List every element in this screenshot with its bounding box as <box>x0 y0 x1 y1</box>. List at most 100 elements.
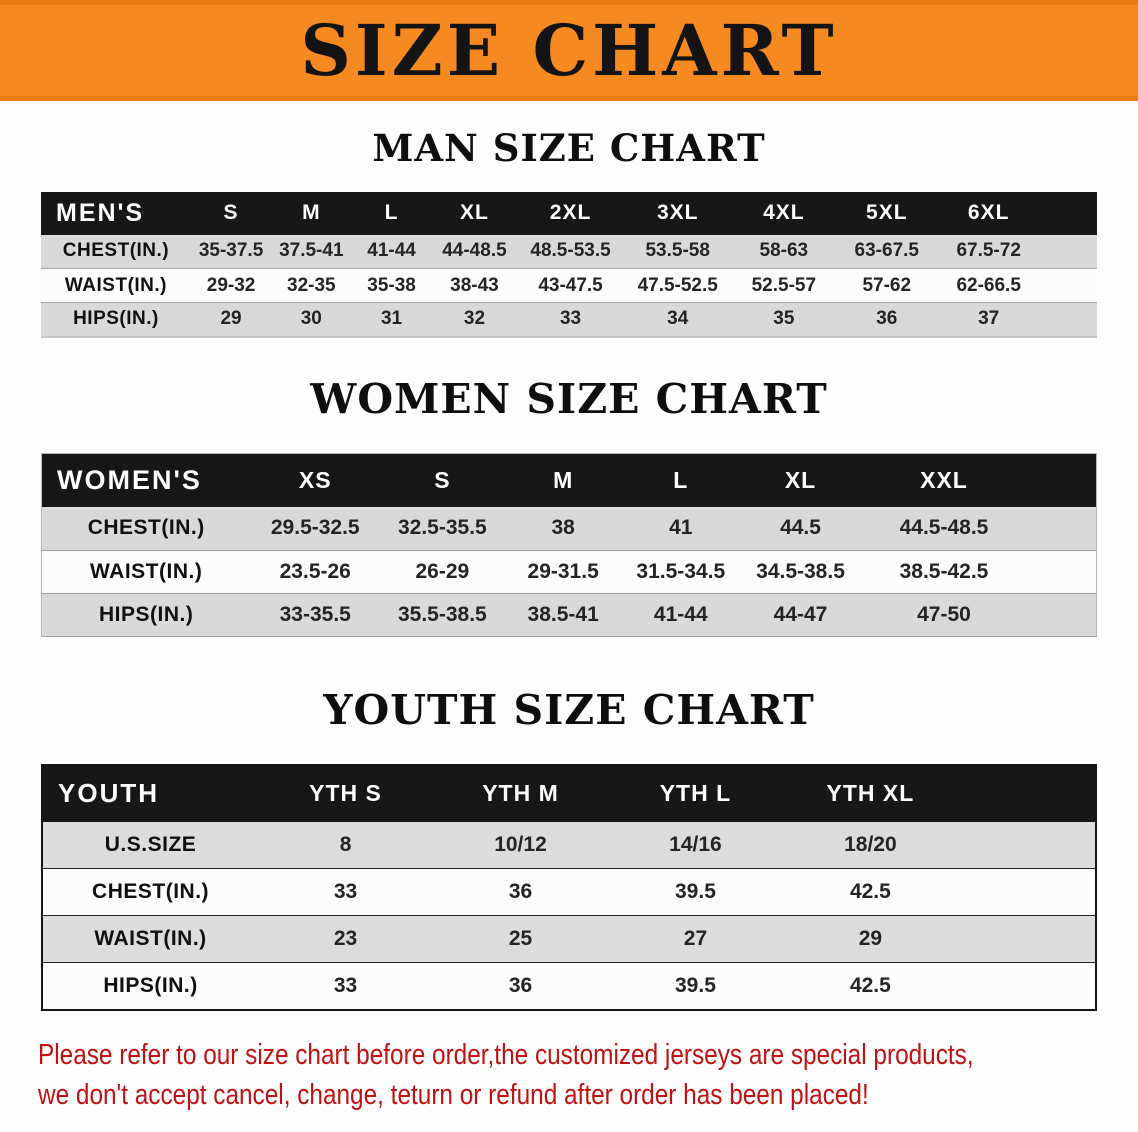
size-value-cell: 30 <box>300 308 322 330</box>
size-column-header: L <box>621 453 740 508</box>
size-column-header: L <box>351 191 432 235</box>
measurement-row-label: WAIST(IN.) <box>90 559 203 583</box>
youth-table-head: YOUTH YTH S YTH M YTH L YTH XL <box>42 764 1096 822</box>
size-column-header: XL <box>739 453 862 508</box>
size-value-cell: 33 <box>333 880 358 904</box>
disclaimer-line-1: Please refer to our size chart before or… <box>38 1038 974 1071</box>
disclaimer-line-2: we don't accept cancel, change, teturn o… <box>38 1078 869 1111</box>
size-value-cell: 33 <box>333 974 358 998</box>
size-value-cell: 10/12 <box>494 833 547 857</box>
size-column-header: YTH M <box>433 764 608 822</box>
size-column-header: M <box>504 453 622 508</box>
size-column-header: 3XL <box>623 191 732 235</box>
size-value-cell: 26-29 <box>415 559 470 583</box>
size-value-cell: 47-50 <box>917 602 971 626</box>
size-column-header: XL <box>431 191 518 235</box>
size-column-header: S <box>380 453 505 508</box>
filler-cell <box>1027 507 1097 550</box>
size-value-cell: 35-37.5 <box>198 240 264 262</box>
size-value-cell: 27 <box>683 927 708 951</box>
size-value-cell: 53.5-58 <box>645 240 710 262</box>
size-value-cell: 14/16 <box>669 833 722 857</box>
size-chart-banner: SIZE CHART <box>0 0 1138 101</box>
size-table-header-row: MEN'S S M L XL 2XL 3XL 4XL 5XL 6XL <box>41 191 1097 235</box>
youth-size-table: YOUTH YTH S YTH M YTH L YTH XL U.S.SIZE 8 10/1… <box>41 763 1097 1011</box>
women-section-heading: WOMEN SIZE CHART <box>310 374 828 423</box>
measurement-row: WAIST(IN.) 29-32 32-35 35-38 38-43 43-47.5 47.… <box>41 268 1097 303</box>
size-column-header: YTH XL <box>782 764 958 822</box>
size-column-header: XS <box>250 453 381 508</box>
youth-section-heading: YOUTH SIZE CHART <box>323 685 815 734</box>
measurement-row-label: HIPS(IN.) <box>73 308 159 330</box>
size-value-cell: 41 <box>669 516 693 540</box>
size-value-cell: 31.5-34.5 <box>636 559 726 583</box>
measurement-row-label: WAIST(IN.) <box>64 274 168 296</box>
measurement-row: WAIST(IN.) 23.5-26 26-29 29-31.5 31.5-34.5 34… <box>41 550 1097 594</box>
size-value-cell: 38.5-41 <box>527 602 599 626</box>
size-column-header: XXL <box>861 453 1027 508</box>
measurement-row-label: HIPS(IN.) <box>103 974 198 998</box>
size-column-header: 2XL <box>517 191 624 235</box>
filler-cell <box>958 869 1096 916</box>
table-corner-label: WOMEN'S <box>41 453 251 508</box>
size-value-cell: 8 <box>339 833 352 857</box>
size-value-cell: 67.5-72 <box>956 240 1021 262</box>
size-column-header: 6XL <box>937 191 1040 235</box>
filler-cell <box>957 764 1096 822</box>
filler-cell <box>1027 550 1097 593</box>
size-value-cell: 32.5-35.5 <box>397 516 487 540</box>
size-value-cell: 63-67.5 <box>854 240 919 262</box>
measurement-row-label: CHEST(IN.) <box>87 516 205 540</box>
measurement-row: HIPS(IN.) 29 30 31 32 33 34 35 36 37 <box>41 302 1097 337</box>
measurement-row-label: CHEST(IN.) <box>62 240 170 262</box>
size-value-cell: 36 <box>876 308 898 330</box>
size-value-cell: 23 <box>333 927 358 951</box>
size-value-cell: 38-43 <box>450 274 499 296</box>
size-value-cell: 29 <box>220 308 242 330</box>
size-value-cell: 36 <box>508 974 533 998</box>
men-section-heading: MAN SIZE CHART <box>372 126 766 170</box>
size-value-cell: 37 <box>978 308 1000 330</box>
filler-cell <box>1039 191 1097 235</box>
size-value-cell: 39.5 <box>675 974 716 998</box>
measurement-row: CHEST(IN.) 33 36 39.5 42.5 <box>42 868 1096 916</box>
size-value-cell: 29 <box>858 927 883 951</box>
measurement-row: HIPS(IN.) 33 36 39.5 42.5 <box>42 962 1096 1010</box>
size-value-cell: 44-47 <box>773 602 828 626</box>
size-value-cell: 36 <box>508 880 533 904</box>
size-column-header: YTH L <box>607 764 783 822</box>
filler-cell <box>1027 593 1097 636</box>
filler-cell <box>1040 303 1097 337</box>
filler-cell <box>1040 269 1097 303</box>
women-table-head: WOMEN'S XS S M L XL XXL <box>41 453 1097 508</box>
size-value-cell: 31 <box>380 308 403 330</box>
size-value-cell: 38 <box>551 516 575 540</box>
filler-cell <box>958 963 1096 1010</box>
women-size-table: WOMEN'S XS S M L XL XXL CHEST(IN.) 29.5-32.5 32.… <box>41 452 1097 637</box>
size-value-cell: 29-32 <box>206 274 256 296</box>
size-value-cell: 23.5-26 <box>279 559 351 583</box>
size-value-cell: 32-35 <box>287 274 336 296</box>
size-value-cell: 34 <box>667 308 689 330</box>
measurement-row: HIPS(IN.) 33-35.5 35.5-38.5 38.5-41 41-44 44-… <box>41 593 1097 637</box>
size-value-cell: 38.5-42.5 <box>899 559 989 583</box>
table-corner-label: MEN'S <box>41 191 191 235</box>
disclaimer: Please refer to our size chart before or… <box>38 1035 1138 1115</box>
size-value-cell: 42.5 <box>849 880 891 904</box>
size-value-cell: 44.5-48.5 <box>899 516 989 540</box>
size-value-cell: 43-47.5 <box>538 274 603 296</box>
men-size-table: MEN'S S M L XL 2XL 3XL 4XL 5XL 6XL CHEST(IN.) 35-3… <box>41 191 1097 338</box>
measurement-row: CHEST(IN.) 29.5-32.5 32.5-35.5 38 41 44.5 44.5… <box>41 507 1097 551</box>
banner-title: SIZE CHART <box>300 8 838 92</box>
measurement-row-label: U.S.SIZE <box>104 833 197 857</box>
size-value-cell: 35 <box>773 308 795 330</box>
size-value-cell: 34.5-38.5 <box>756 559 845 583</box>
size-table-header-row: YOUTH YTH S YTH M YTH L YTH XL <box>42 764 1096 822</box>
men-table-body: CHEST(IN.) 35-37.5 37.5-41 41-44 44-48.5 48.5… <box>41 234 1097 337</box>
size-value-cell: 42.5 <box>849 974 891 998</box>
size-column-header: YTH S <box>258 764 434 822</box>
measurement-row-label: WAIST(IN.) <box>94 927 207 951</box>
size-table-header-row: WOMEN'S XS S M L XL XXL <box>41 453 1097 508</box>
size-value-cell: 52.5-57 <box>751 274 817 296</box>
size-column-header: 4XL <box>731 191 837 235</box>
